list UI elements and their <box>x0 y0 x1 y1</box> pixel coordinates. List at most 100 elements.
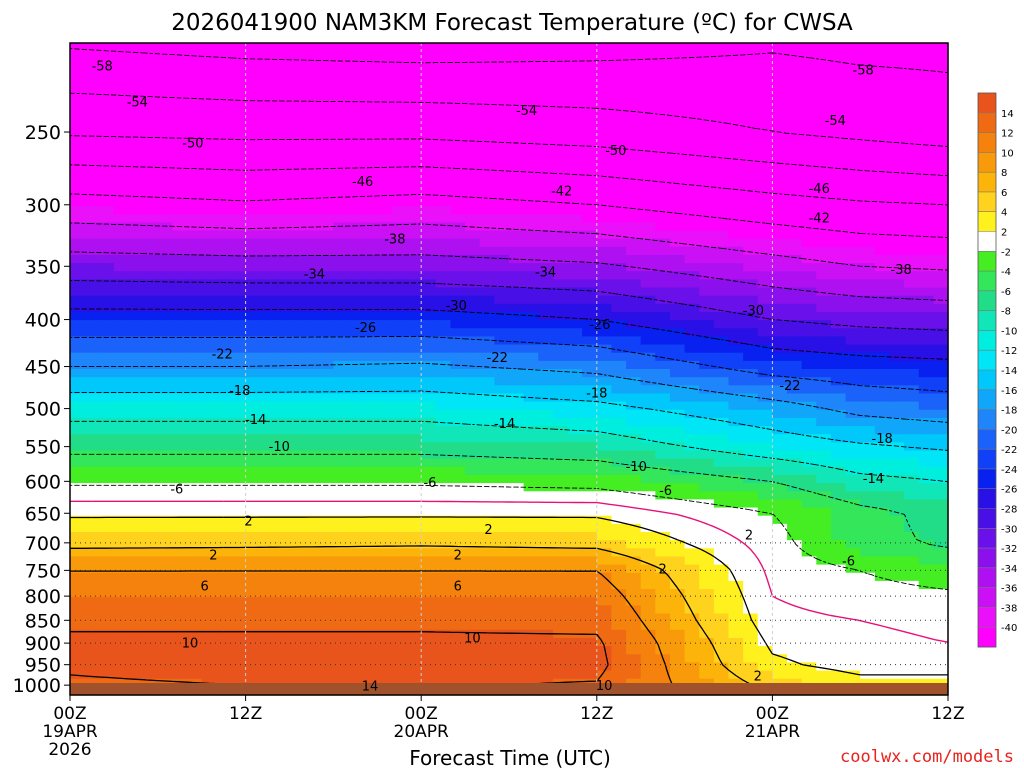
field-cell <box>567 670 583 680</box>
field-cell <box>699 254 715 264</box>
field-cell <box>187 214 203 223</box>
field-cell <box>333 401 349 411</box>
field-cell <box>348 295 364 305</box>
field-cell <box>933 401 949 411</box>
field-cell <box>84 532 100 541</box>
field-cell <box>889 360 905 370</box>
colorbar-label: -16 <box>1001 386 1017 397</box>
field-cell <box>216 238 232 248</box>
contour-label: 2 <box>745 528 753 543</box>
field-cell <box>172 556 188 566</box>
field-cell <box>84 173 100 183</box>
field-cell <box>435 206 452 215</box>
field-cell <box>582 108 598 117</box>
field-cell <box>84 263 100 272</box>
field-cell <box>450 91 466 101</box>
field-cell <box>362 132 378 142</box>
field-cell <box>582 417 598 427</box>
field-cell <box>450 116 466 126</box>
field-cell <box>377 336 393 346</box>
field-cell <box>172 491 188 500</box>
field-cell <box>99 605 115 615</box>
field-cell <box>421 238 437 248</box>
field-cell <box>465 556 481 566</box>
field-cell <box>538 287 554 297</box>
field-cell <box>157 320 174 329</box>
field-cell <box>830 662 847 672</box>
field-cell <box>304 434 320 443</box>
field-cell <box>99 254 115 264</box>
field-cell <box>904 254 920 264</box>
field-cell <box>713 564 730 574</box>
colorbar-label: -10 <box>1001 326 1017 337</box>
field-cell <box>391 548 408 558</box>
field-cell <box>348 360 364 370</box>
field-cell <box>830 157 847 166</box>
field-cell <box>406 385 422 395</box>
field-cell <box>245 654 261 663</box>
field-cell <box>113 597 130 606</box>
field-cell <box>406 206 422 215</box>
contour-label: -14 <box>245 413 266 428</box>
field-cell <box>260 263 276 272</box>
field-cell <box>421 132 437 142</box>
field-cell <box>567 613 583 623</box>
field-cell <box>669 352 686 362</box>
field-cell <box>816 206 832 215</box>
field-cell <box>713 491 730 500</box>
field-cell <box>450 426 466 435</box>
field-cell <box>230 214 247 223</box>
field-cell <box>377 540 393 549</box>
field-cell <box>904 572 920 582</box>
field-cell <box>552 165 569 174</box>
field-cell <box>318 385 334 395</box>
field-cell <box>874 540 891 549</box>
field-cell <box>465 157 481 166</box>
field-cell <box>230 580 247 590</box>
field-cell <box>348 377 364 386</box>
field-cell <box>509 124 525 134</box>
field-cell <box>728 605 744 615</box>
field-cell <box>333 254 349 264</box>
field-cell <box>348 646 364 655</box>
field-cell <box>421 75 437 85</box>
field-cell <box>304 165 320 174</box>
field-cell <box>626 206 642 215</box>
field-cell <box>421 515 437 525</box>
field-cell <box>567 377 583 386</box>
field-cell <box>274 377 291 386</box>
field-cell <box>494 157 510 166</box>
field-cell <box>377 385 393 395</box>
field-cell <box>245 507 261 517</box>
field-cell <box>699 222 715 232</box>
field-cell <box>406 263 422 272</box>
field-cell <box>713 100 730 109</box>
field-cell <box>918 523 934 533</box>
field-cell <box>157 173 174 183</box>
field-cell <box>640 320 656 329</box>
field-cell <box>318 532 334 541</box>
field-cell <box>377 417 393 427</box>
field-cell <box>874 385 891 395</box>
field-cell <box>655 311 671 321</box>
field-cell <box>99 214 115 223</box>
field-cell <box>830 621 847 631</box>
field-cell <box>904 287 920 297</box>
field-cell <box>933 589 949 598</box>
field-cell <box>362 646 378 655</box>
field-cell <box>479 589 495 598</box>
field-cell <box>684 654 700 663</box>
field-cell <box>713 352 730 362</box>
field-cell <box>216 320 232 329</box>
field-cell <box>216 548 232 558</box>
field-cell <box>787 580 803 590</box>
field-cell <box>743 246 759 256</box>
field-cell <box>655 230 671 240</box>
field-cell <box>84 409 100 419</box>
field-cell <box>201 271 217 280</box>
field-cell <box>128 613 144 623</box>
field-cell <box>201 181 217 191</box>
field-cell <box>845 67 861 77</box>
field-cell <box>699 91 715 101</box>
field-cell <box>70 434 86 443</box>
